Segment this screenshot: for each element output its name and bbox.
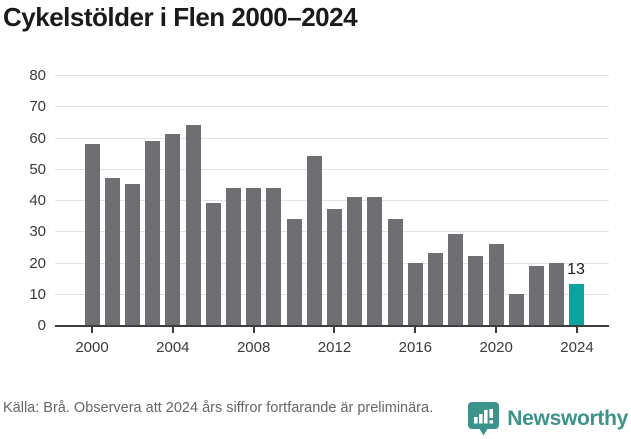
bar-2013 — [347, 196, 363, 325]
gridline-y-60 — [55, 137, 609, 139]
gridline-y-40 — [55, 200, 609, 201]
bar-2002 — [124, 184, 140, 325]
bar-2012 — [326, 209, 342, 325]
bar-2006 — [205, 203, 221, 325]
x-axis-label-2008: 2008 — [236, 339, 271, 356]
bar-2003 — [145, 140, 161, 325]
bar-2007 — [225, 187, 241, 325]
bar-2009 — [266, 187, 282, 325]
newsworthy-icon — [467, 401, 500, 437]
bar-2004 — [165, 134, 181, 325]
bar-2017 — [428, 253, 444, 325]
x-axis-label-2000: 2000 — [75, 339, 109, 356]
brand-name: Newsworthy — [507, 407, 628, 430]
x-axis-line — [55, 325, 609, 327]
y-axis-label-70: 70 — [29, 98, 46, 116]
bar-2021 — [508, 293, 524, 325]
x-axis-tick-2024 — [575, 327, 578, 333]
bar-2000 — [84, 143, 100, 325]
gridline-y-50 — [55, 168, 609, 170]
x-axis-tick-2000 — [91, 327, 93, 333]
bar-2010 — [286, 218, 302, 325]
source-note: Källa: Brå. Observera att 2024 års siffr… — [3, 400, 434, 416]
x-axis-label-2012: 2012 — [317, 339, 352, 356]
bar-2005 — [185, 125, 201, 325]
bar-2023 — [549, 262, 565, 325]
bar-2008 — [246, 187, 262, 325]
x-axis-label-2016: 2016 — [398, 339, 432, 356]
bar-2024-highlighted — [569, 284, 585, 325]
y-axis-label-60: 60 — [29, 129, 46, 147]
bar-2015 — [387, 218, 403, 325]
bar-2019 — [468, 256, 484, 325]
y-axis-label-40: 40 — [29, 192, 46, 209]
bar-2011 — [306, 156, 322, 325]
bar-2018 — [448, 234, 464, 325]
x-axis-tick-2012 — [333, 327, 336, 333]
x-axis-tick-2004 — [171, 327, 174, 333]
x-axis-tick-2016 — [414, 327, 417, 333]
bar-2001 — [104, 178, 120, 325]
y-axis-label-0: 0 — [37, 317, 46, 334]
x-axis-label-2020: 2020 — [479, 339, 513, 356]
bar-value-label: 13 — [567, 261, 585, 279]
y-axis-label-20: 20 — [29, 254, 46, 272]
newsworthy-logo[interactable]: Newsworthy — [467, 400, 628, 438]
bar-2020 — [488, 243, 504, 325]
y-axis-label-50: 50 — [29, 160, 46, 178]
chart-title: Cykelstölder i Flen 2000–2024 — [3, 2, 358, 32]
x-axis-tick-2008 — [252, 327, 255, 333]
y-axis-label-30: 30 — [29, 223, 46, 241]
gridline-y-70 — [55, 106, 609, 108]
bar-2022 — [529, 265, 545, 325]
x-axis-label-2004: 2004 — [156, 339, 190, 356]
x-axis-label-2024: 2024 — [560, 339, 594, 356]
y-axis-label-10: 10 — [29, 285, 46, 303]
y-axis-label-80: 80 — [29, 67, 46, 84]
x-axis-tick-2020 — [495, 327, 498, 333]
bar-2016 — [407, 262, 423, 325]
gridline-y-80 — [55, 75, 609, 76]
bar-2014 — [367, 196, 383, 325]
